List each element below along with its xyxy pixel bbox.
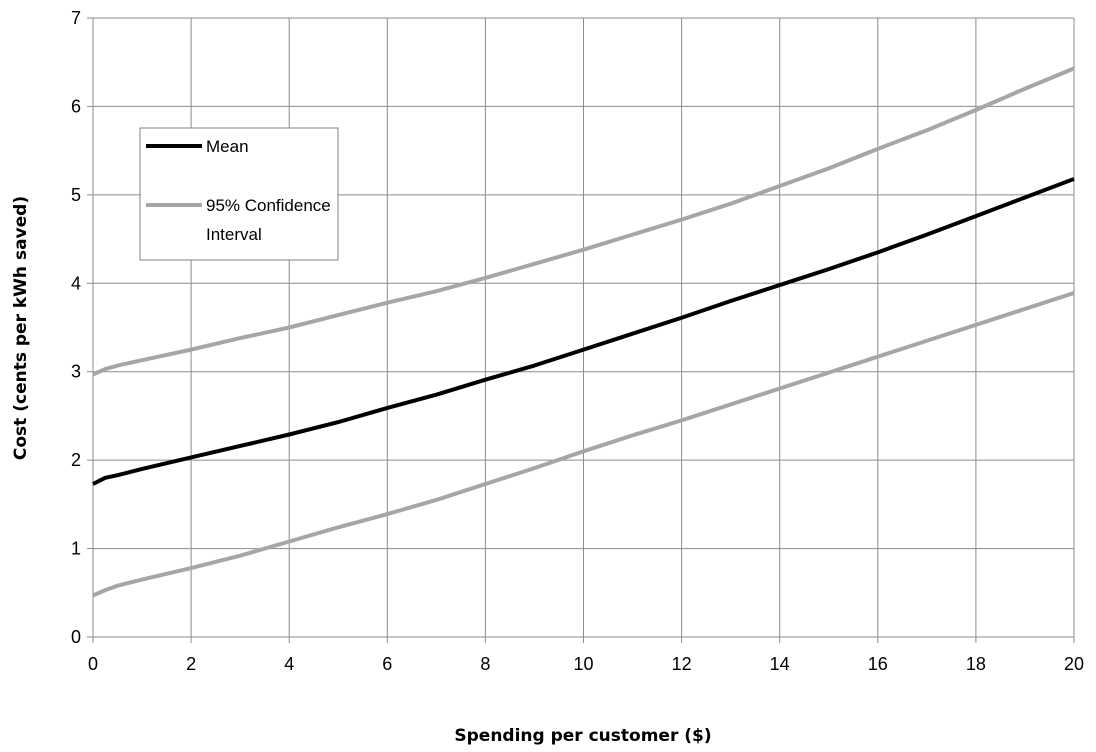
gridlines [93, 17, 1075, 637]
y-tick-label: 1 [71, 539, 81, 559]
y-tick-label: 4 [71, 273, 81, 293]
y-axis-title: Cost (cents per kWh saved) [11, 196, 31, 460]
y-tick-label: 5 [71, 185, 81, 205]
x-tick-label: 10 [573, 654, 593, 674]
x-tick-label: 2 [186, 654, 196, 674]
x-tick-label: 18 [966, 654, 986, 674]
x-tick-label: 4 [284, 654, 294, 674]
legend-label-ci-line2: Interval [206, 225, 262, 244]
series-line-mean [92, 177, 1075, 486]
x-tick-label: 8 [480, 654, 490, 674]
x-tick-label: 0 [88, 654, 98, 674]
legend-label-ci-line1: 95% Confidence [206, 196, 331, 215]
x-tick-label: 14 [770, 654, 790, 674]
series-line-ci-upper [92, 66, 1075, 377]
y-tick-label: 2 [71, 450, 81, 470]
legend: Mean 95% Confidence Interval [139, 127, 339, 261]
x-tick-label: 16 [868, 654, 888, 674]
y-tick-label: 6 [71, 96, 81, 116]
legend-box [139, 127, 339, 261]
axes [87, 17, 1075, 643]
x-tick-label: 12 [672, 654, 692, 674]
x-tick-label: 20 [1064, 654, 1084, 674]
y-tick-label: 3 [71, 362, 81, 382]
x-axis-title: Spending per customer ($) [454, 726, 711, 746]
y-tick-label: 0 [71, 627, 81, 647]
series-line-ci-lower [92, 291, 1075, 598]
legend-label-mean: Mean [206, 137, 249, 156]
y-tick-label: 7 [71, 8, 81, 28]
series-layer [92, 66, 1075, 598]
x-tick-label: 6 [382, 654, 392, 674]
